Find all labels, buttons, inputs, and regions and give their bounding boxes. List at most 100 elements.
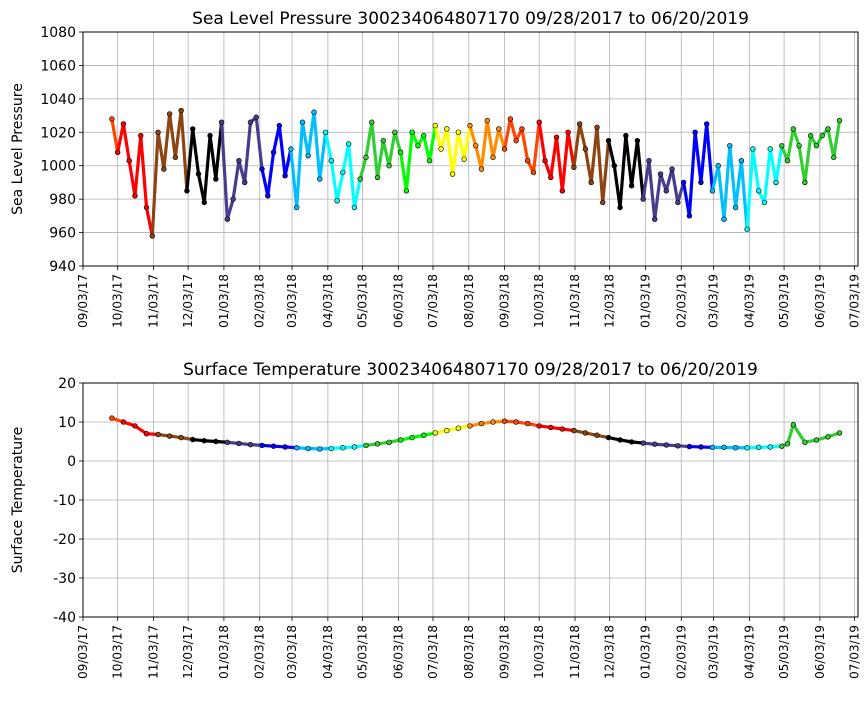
series-segment [349,144,355,208]
data-point [260,443,265,448]
data-point [444,428,449,433]
data-point [554,135,559,140]
series-segment [793,425,805,443]
series-segment [672,169,678,202]
x-tick-label: 08/03/18 [462,274,476,328]
data-point [271,444,276,449]
series-segment [181,111,187,191]
data-point [514,420,519,425]
data-point [329,158,334,163]
data-point [444,127,449,132]
x-tick-label: 10/03/18 [532,274,546,328]
data-point [109,416,114,421]
series-segment [360,157,366,179]
data-point [791,127,796,132]
series-segment [378,141,384,178]
series-segment [222,122,228,219]
data-point [652,442,657,447]
data-point [121,420,126,425]
data-point [837,118,842,123]
data-point [491,420,496,425]
series-segment [372,122,378,177]
data-point [225,217,230,222]
data-point [375,441,380,446]
data-point [237,441,242,446]
data-point [485,118,490,123]
x-tick-label: 03/03/19 [707,274,721,328]
data-point [502,419,507,424]
y-tick-label: -30 [53,571,76,587]
data-point [427,158,432,163]
data-point [421,433,426,438]
x-tick-label: 05/03/19 [777,274,791,328]
data-point [167,434,172,439]
data-point [340,170,345,175]
series-segment [701,124,707,183]
y-axis-label: Surface Temperature [10,427,26,573]
y-tick-label: 1000 [40,159,76,175]
data-point [271,150,276,155]
x-tick-label: 04/03/19 [742,274,756,328]
data-point [433,431,438,436]
data-point [167,112,172,117]
y-tick-label: 10 [58,415,76,431]
data-point [687,444,692,449]
data-point [213,177,218,182]
data-point [716,163,721,168]
x-tick-label: 09/03/17 [76,274,90,328]
chart-title: Sea Level Pressure 300234064807170 09/28… [192,9,749,29]
data-point [710,445,715,450]
data-point [433,123,438,128]
series-segment [747,149,753,229]
series-segment [389,132,395,165]
data-point [583,431,588,436]
series-segment [406,132,412,191]
data-point [352,205,357,210]
series-segment [279,126,285,176]
data-point [138,133,143,138]
data-point [421,133,426,138]
data-point [185,188,190,193]
data-point [531,170,536,175]
data-point [340,445,345,450]
data-point [306,153,311,158]
data-point [190,127,195,132]
data-point [704,122,709,127]
data-point [525,421,530,426]
data-point [779,444,784,449]
x-tick-label: 07/03/19 [848,274,862,328]
x-tick-label: 12/03/18 [603,274,617,328]
series-segment [834,121,840,158]
x-tick-label: 01/03/19 [638,274,652,328]
x-tick-label: 05/03/18 [356,274,370,328]
series-segment [141,136,147,208]
series-segment [429,126,435,161]
data-point [699,445,704,450]
data-point [392,130,397,135]
data-point [121,122,126,127]
y-tick-label: 0 [67,454,76,470]
x-tick-label: 04/03/19 [742,625,756,679]
data-point [612,163,617,168]
data-point [283,173,288,178]
series-segment [354,179,360,207]
data-point [190,437,195,442]
series-segment [320,132,326,179]
series-segment [764,149,770,202]
x-tick-label: 12/03/18 [603,625,617,679]
series-segment [314,112,320,179]
data-point [133,193,138,198]
data-point [242,180,247,185]
data-point [283,445,288,450]
x-tick-label: 09/03/17 [76,625,90,679]
x-tick-label: 02/03/19 [674,274,688,328]
data-point [785,441,790,446]
series-segment [689,132,695,216]
data-point [468,424,473,429]
x-tick-label: 03/03/19 [707,625,721,679]
data-point [173,155,178,160]
data-point [381,138,386,143]
data-point [571,165,576,170]
